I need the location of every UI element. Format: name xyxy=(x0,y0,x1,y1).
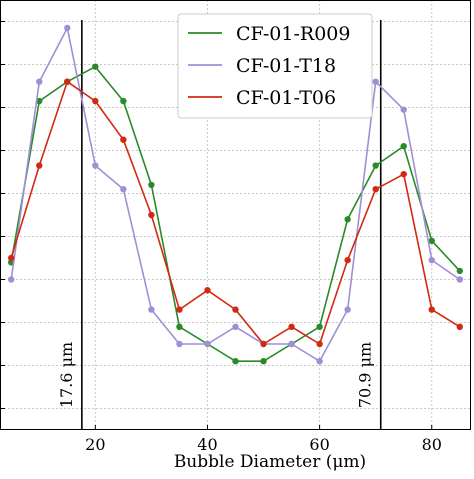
data-point xyxy=(456,276,463,283)
data-point xyxy=(428,256,435,264)
data-point xyxy=(456,323,463,330)
data-point xyxy=(428,237,435,244)
axis-layer: 20 40 60 80 xyxy=(0,21,442,454)
data-point xyxy=(92,97,99,105)
data-point xyxy=(176,323,183,330)
data-point xyxy=(316,323,323,330)
data-point xyxy=(344,306,351,313)
data-point xyxy=(400,106,407,113)
data-point xyxy=(232,323,239,330)
data-point xyxy=(120,97,127,105)
legend-label: CF-01-T06 xyxy=(236,87,336,109)
x-tick-label: 80 xyxy=(422,435,442,454)
data-point xyxy=(372,78,379,85)
data-point xyxy=(344,216,351,223)
data-point xyxy=(148,181,155,189)
x-tick-label: 40 xyxy=(197,435,217,454)
legend-label: CF-01-R009 xyxy=(236,23,350,45)
series-layer xyxy=(8,24,463,365)
data-point xyxy=(36,78,43,85)
data-point xyxy=(456,267,463,275)
data-point xyxy=(148,306,155,313)
annotation-label: 17.6 μm xyxy=(57,342,76,408)
plot-frame xyxy=(0,0,471,430)
data-point xyxy=(232,306,239,313)
x-axis-label: Bubble Diameter (μm) xyxy=(174,452,366,472)
data-point xyxy=(400,143,407,150)
data-point xyxy=(176,340,183,348)
data-point xyxy=(64,78,71,85)
legend: CF-01-R009 CF-01-T18 CF-01-T06 xyxy=(177,13,373,119)
data-point xyxy=(232,358,239,365)
annotation-label: 70.9 μm xyxy=(356,342,375,408)
legend-box xyxy=(177,13,373,119)
data-point xyxy=(120,136,127,143)
data-point xyxy=(176,306,183,313)
data-point xyxy=(288,323,295,330)
x-tick-label: 20 xyxy=(85,435,105,454)
data-point xyxy=(400,170,407,178)
data-point xyxy=(316,340,323,348)
data-point xyxy=(92,162,99,169)
data-point xyxy=(204,287,211,294)
data-point xyxy=(344,256,351,264)
legend-label: CF-01-T18 xyxy=(236,55,336,77)
data-point xyxy=(148,211,155,219)
data-point xyxy=(260,340,267,348)
data-point xyxy=(372,186,379,193)
data-point xyxy=(36,97,43,105)
data-point xyxy=(316,358,323,365)
data-point xyxy=(204,340,211,348)
data-point xyxy=(428,306,435,313)
annotation-layer: 17.6 μm 70.9 μm xyxy=(57,20,382,430)
x-tick-label: 60 xyxy=(309,435,329,454)
data-point xyxy=(92,63,99,70)
data-point xyxy=(8,276,15,283)
grid-layer xyxy=(0,0,471,430)
data-point xyxy=(372,162,379,169)
data-point xyxy=(288,340,295,348)
data-point xyxy=(36,162,43,169)
data-point xyxy=(8,254,15,262)
data-point xyxy=(120,186,127,193)
data-point xyxy=(64,24,71,32)
data-point xyxy=(260,358,267,365)
